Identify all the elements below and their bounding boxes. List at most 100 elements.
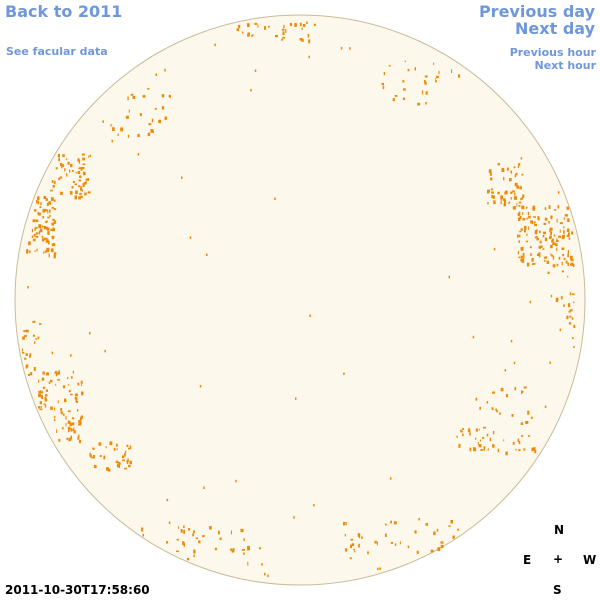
facula-speck bbox=[51, 235, 55, 238]
facula-speck bbox=[563, 257, 566, 260]
facula-speck bbox=[544, 256, 548, 259]
facula-speck bbox=[112, 127, 115, 131]
facula-speck bbox=[506, 167, 509, 171]
facula-speck bbox=[93, 455, 95, 459]
facula-speck bbox=[383, 72, 386, 76]
facula-speck bbox=[437, 547, 441, 552]
facula-speck bbox=[493, 247, 496, 251]
facula-speck bbox=[147, 87, 150, 90]
previous-hour-link[interactable]: Previous hour bbox=[509, 46, 596, 59]
facula-speck bbox=[358, 543, 360, 548]
facula-speck bbox=[531, 257, 534, 262]
facula-speck bbox=[533, 207, 535, 211]
facula-speck bbox=[433, 531, 436, 536]
facula-speck bbox=[78, 179, 82, 182]
facula-speck bbox=[60, 191, 63, 195]
facula-speck bbox=[82, 183, 85, 187]
facula-speck bbox=[42, 251, 45, 254]
facula-speck bbox=[99, 455, 102, 457]
facula-speck bbox=[168, 521, 171, 524]
facula-speck bbox=[258, 547, 261, 550]
see-facular-data-link[interactable]: See facular data bbox=[6, 45, 108, 58]
facula-speck bbox=[546, 260, 550, 264]
previous-day-link[interactable]: Previous day bbox=[478, 2, 595, 21]
facula-speck bbox=[85, 181, 87, 184]
next-hour-link[interactable]: Next hour bbox=[534, 59, 597, 72]
facula-speck bbox=[530, 253, 532, 257]
facula-speck bbox=[544, 405, 547, 409]
facula-speck bbox=[531, 263, 534, 265]
facula-speck bbox=[22, 336, 25, 340]
facula-speck bbox=[45, 239, 49, 243]
facula-speck bbox=[497, 191, 500, 195]
facula-speck bbox=[543, 222, 547, 225]
facula-speck bbox=[193, 554, 195, 558]
facula-speck bbox=[66, 173, 68, 177]
facula-speck bbox=[563, 304, 565, 307]
facula-speck bbox=[526, 233, 528, 236]
facula-speck bbox=[490, 177, 493, 181]
facula-speck bbox=[425, 102, 427, 105]
facula-speck bbox=[537, 216, 540, 220]
facula-speck bbox=[116, 443, 118, 447]
facula-speck bbox=[522, 258, 525, 261]
facula-speck bbox=[105, 446, 107, 449]
facula-speck bbox=[534, 223, 537, 227]
facula-speck bbox=[564, 214, 567, 217]
facula-speck bbox=[497, 163, 501, 166]
facula-speck bbox=[518, 240, 520, 243]
facula-speck bbox=[36, 199, 38, 204]
facula-speck bbox=[515, 172, 518, 176]
facula-speck bbox=[74, 397, 78, 400]
facula-speck bbox=[51, 243, 53, 247]
facula-speck bbox=[376, 541, 378, 546]
facula-speck bbox=[64, 398, 67, 403]
facula-speck bbox=[293, 516, 295, 519]
facula-speck bbox=[519, 230, 522, 233]
facula-speck bbox=[490, 188, 493, 191]
facula-speck bbox=[502, 198, 506, 201]
compass-north-label: N bbox=[554, 523, 565, 537]
back-to-year-link[interactable]: Back to 2011 bbox=[5, 2, 123, 21]
facula-speck bbox=[152, 130, 154, 134]
facula-speck bbox=[538, 252, 541, 257]
facula-speck bbox=[71, 422, 75, 426]
facula-speck bbox=[45, 389, 48, 392]
facula-speck bbox=[32, 320, 36, 323]
facula-speck bbox=[388, 64, 391, 67]
facula-speck bbox=[164, 68, 166, 72]
facula-speck bbox=[70, 163, 73, 168]
facula-speck bbox=[399, 541, 401, 545]
facula-speck bbox=[51, 222, 55, 226]
facula-speck bbox=[558, 256, 561, 260]
facula-speck bbox=[21, 351, 25, 354]
facula-speck bbox=[517, 234, 519, 238]
facula-speck bbox=[450, 520, 453, 524]
facula-speck bbox=[58, 438, 61, 442]
facula-speck bbox=[435, 77, 437, 80]
observation-timestamp: 2011-10-30T17:58:60 bbox=[5, 583, 150, 597]
facula-speck bbox=[521, 390, 523, 395]
facula-speck bbox=[423, 80, 426, 83]
facula-speck bbox=[78, 167, 82, 170]
facula-speck bbox=[79, 175, 82, 178]
facula-speck bbox=[384, 523, 387, 526]
facula-speck bbox=[75, 171, 77, 174]
facula-speck bbox=[506, 394, 508, 398]
facula-speck bbox=[103, 455, 106, 460]
facula-speck bbox=[343, 372, 345, 375]
facula-speck bbox=[58, 158, 60, 162]
facula-speck bbox=[536, 229, 538, 232]
facula-speck bbox=[51, 180, 54, 183]
facula-speck bbox=[45, 221, 47, 223]
facula-speck bbox=[486, 433, 489, 437]
facula-speck bbox=[522, 218, 526, 221]
facula-speck bbox=[421, 90, 424, 95]
facula-speck bbox=[492, 195, 495, 199]
facula-speck bbox=[520, 198, 522, 201]
next-day-link[interactable]: Next day bbox=[515, 19, 595, 38]
facula-speck bbox=[282, 31, 285, 36]
facula-speck bbox=[536, 237, 539, 241]
facula-speck bbox=[67, 377, 69, 380]
facula-speck bbox=[241, 31, 244, 34]
